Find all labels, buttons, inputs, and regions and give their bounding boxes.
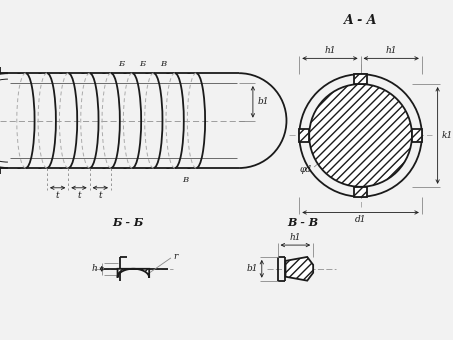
Text: h1: h1 (324, 46, 336, 55)
Text: t: t (77, 191, 81, 200)
Text: h1: h1 (289, 233, 301, 242)
Text: A - A: A - A (344, 14, 377, 27)
Text: b1: b1 (258, 97, 270, 106)
Text: Б: Б (139, 60, 145, 68)
Text: b1: b1 (246, 264, 258, 273)
Text: h: h (92, 264, 98, 273)
Text: r: r (173, 252, 177, 261)
Polygon shape (354, 187, 367, 197)
Circle shape (309, 84, 412, 187)
Polygon shape (118, 269, 149, 278)
Text: t: t (56, 191, 59, 200)
Text: φd: φd (299, 165, 311, 173)
Text: Б - Б: Б - Б (113, 217, 144, 228)
Polygon shape (412, 129, 422, 142)
Text: k1: k1 (442, 131, 453, 140)
Text: В - В: В - В (288, 217, 319, 228)
Text: В: В (160, 60, 167, 68)
Text: h1: h1 (386, 46, 397, 55)
Polygon shape (299, 129, 309, 142)
Polygon shape (285, 257, 313, 280)
Text: В: В (182, 176, 188, 184)
Text: t: t (98, 191, 102, 200)
Text: Б: Б (118, 60, 124, 68)
Polygon shape (354, 74, 367, 84)
Text: d1: d1 (355, 216, 366, 224)
